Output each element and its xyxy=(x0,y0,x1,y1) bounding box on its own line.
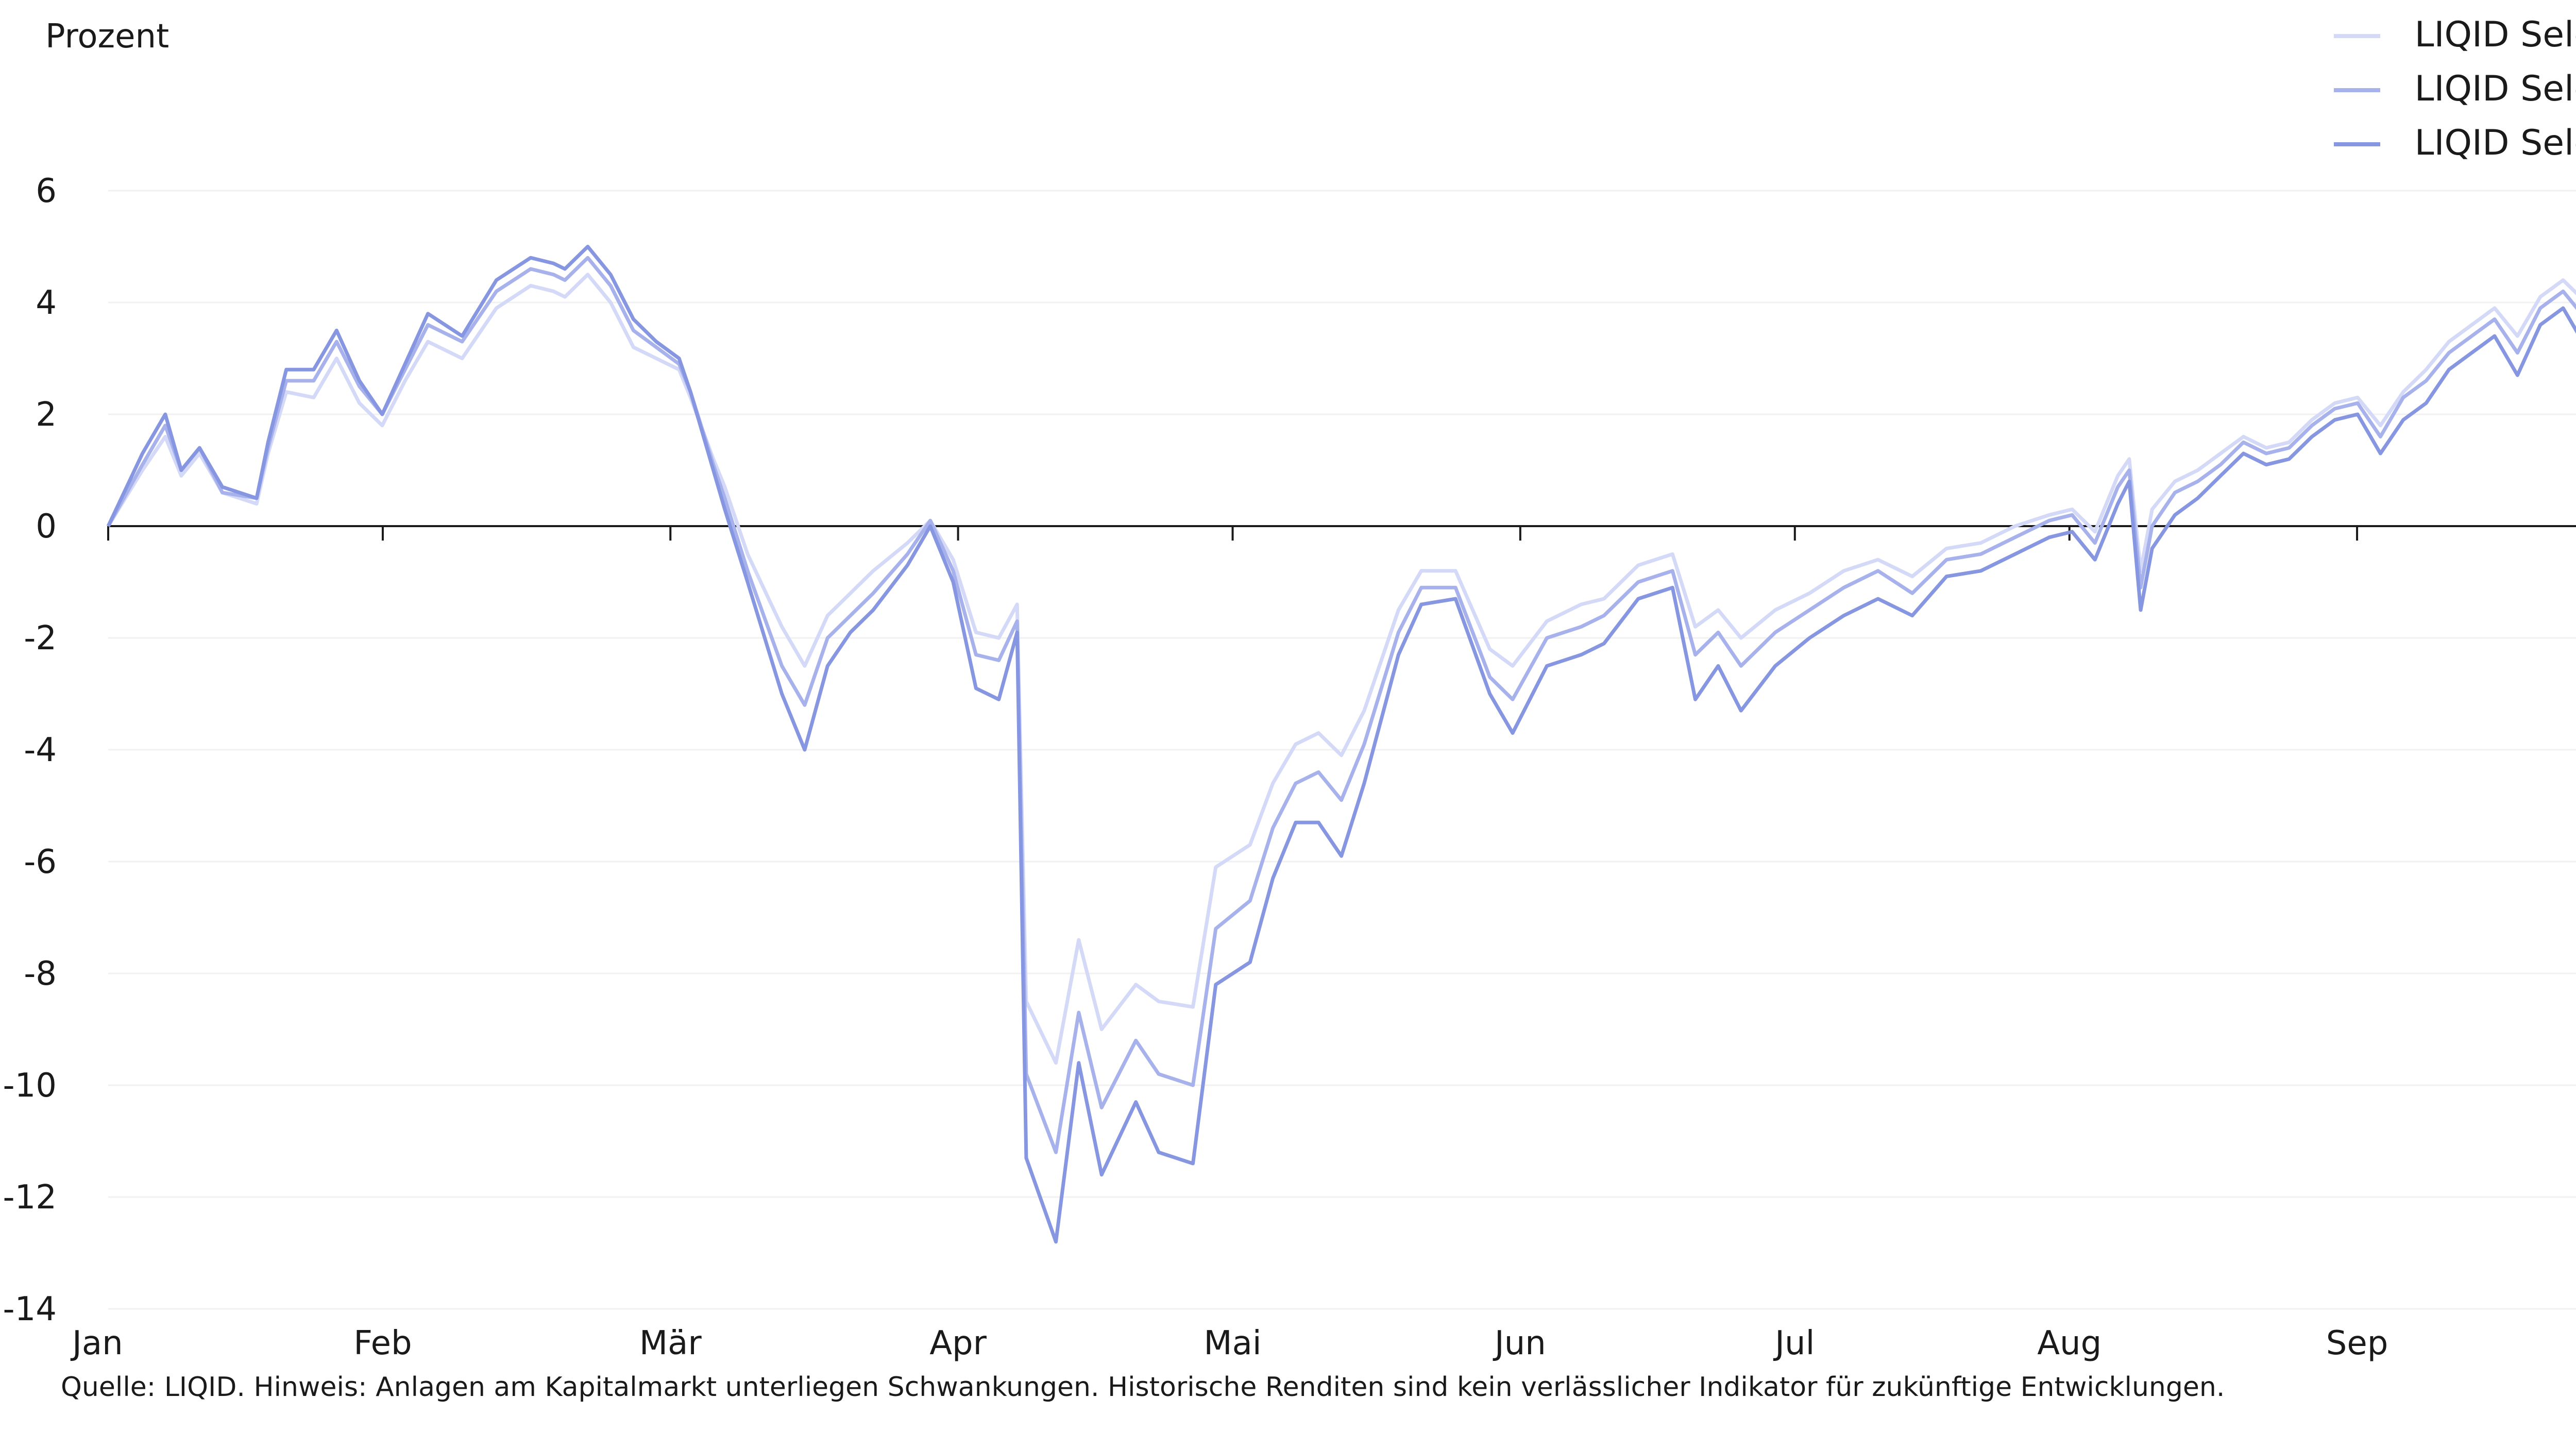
series-line-3 xyxy=(106,245,2576,1244)
y-tick-label: 4 xyxy=(36,284,57,322)
y-tick-label: 6 xyxy=(36,172,57,210)
y-tick-label: -2 xyxy=(24,619,57,658)
x-tick-label: Jan xyxy=(70,1324,123,1362)
y-tick-label: 2 xyxy=(36,396,57,434)
x-tick-label: Feb xyxy=(353,1324,412,1362)
x-tick-label: Sep xyxy=(2326,1324,2388,1362)
legend-label: LIQID Select 70 xyxy=(2415,14,2576,55)
x-tick-label: Aug xyxy=(2037,1324,2102,1362)
series-lines xyxy=(106,245,2576,1244)
x-axis: JanFebMärAprMaiJunJulAugSepOkt xyxy=(70,525,2576,1362)
legend-label: LIQID Select 90 xyxy=(2415,123,2576,163)
y-axis-ticks: 6 4 2 0 -2 -4 -6 -8 -10 -12 -14 xyxy=(3,172,57,1328)
y-tick-label: -4 xyxy=(24,731,57,769)
y-axis-label: Prozent xyxy=(45,18,169,56)
series-line-2 xyxy=(106,256,2576,1154)
x-tick-label: Apr xyxy=(929,1324,987,1362)
legend-label: LIQID Select 80 xyxy=(2415,69,2576,109)
source-note: Quelle: LIQID. Hinweis: Anlagen am Kapit… xyxy=(61,1372,2225,1403)
gridlines xyxy=(108,190,2576,1310)
y-tick-label: -12 xyxy=(3,1179,57,1217)
legend: LIQID Select 70 LIQID Select 80 LIQID Sele… xyxy=(2334,14,2576,163)
x-tick-label: Mai xyxy=(1204,1324,1261,1362)
x-tick-label: Jul xyxy=(1773,1324,1815,1362)
y-tick-label: 0 xyxy=(36,508,57,546)
x-tick-label: Jun xyxy=(1493,1324,1546,1362)
y-tick-label: -14 xyxy=(3,1290,57,1328)
y-tick-label: -8 xyxy=(24,955,57,993)
series-line-1 xyxy=(107,273,2576,1065)
x-tick-label: Mär xyxy=(639,1324,702,1362)
y-tick-label: -6 xyxy=(24,843,57,881)
y-tick-label: -10 xyxy=(3,1067,57,1105)
